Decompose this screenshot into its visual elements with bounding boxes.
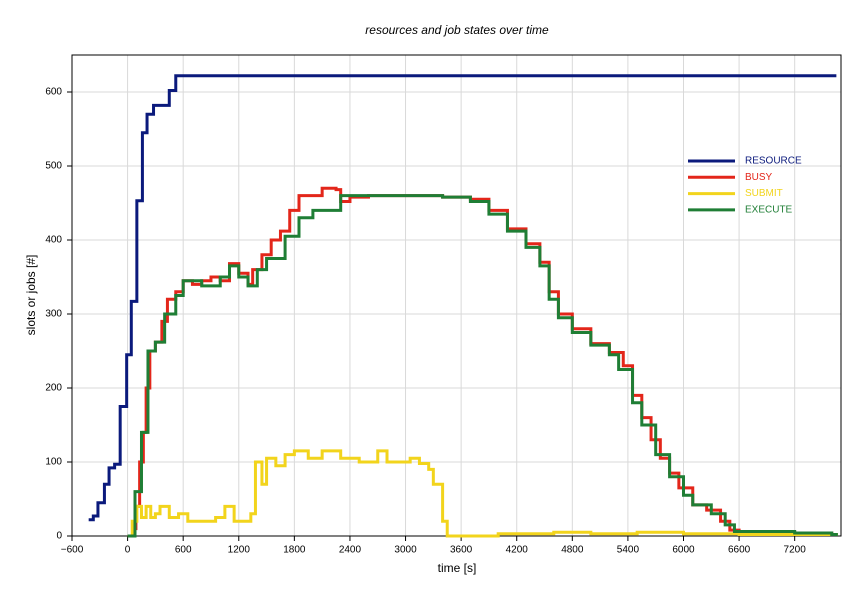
y-tick-label: 300 — [45, 309, 62, 320]
series-line — [88, 74, 837, 522]
y-tick-label: 500 — [45, 161, 62, 172]
x-tick-label: 2400 — [339, 545, 362, 556]
x-tick-label: 6600 — [728, 545, 751, 556]
x-tick-label: 1800 — [283, 545, 306, 556]
y-axis-label: slots or jobs [#] — [24, 255, 38, 336]
x-tick-label: 4200 — [506, 545, 529, 556]
x-tick-label: 7200 — [784, 545, 807, 556]
x-tick-label: 6000 — [672, 545, 695, 556]
x-axis-label: time [s] — [438, 561, 477, 575]
x-tick-label: −600 — [61, 545, 84, 556]
y-tick-label: 200 — [45, 383, 62, 394]
x-tick-label: 4800 — [561, 545, 584, 556]
x-tick-label: 3000 — [394, 545, 417, 556]
y-tick-label: 0 — [56, 531, 62, 542]
series-line — [127, 194, 838, 538]
y-tick-label: 100 — [45, 457, 62, 468]
x-tick-label: 0 — [125, 545, 131, 556]
legend-label: RESOURCE — [745, 156, 802, 167]
chart-title: resources and job states over time — [365, 23, 549, 37]
series-line — [127, 449, 838, 538]
x-tick-label: 5400 — [617, 545, 640, 556]
x-tick-label: 1200 — [228, 545, 251, 556]
legend-label: SUBMIT — [745, 188, 783, 199]
x-tick-label: 600 — [175, 545, 192, 556]
y-tick-label: 400 — [45, 235, 62, 246]
legend-label: BUSY — [745, 172, 773, 183]
x-tick-label: 3600 — [450, 545, 473, 556]
legend-label: EXECUTE — [745, 205, 793, 216]
y-tick-label: 600 — [45, 87, 62, 98]
